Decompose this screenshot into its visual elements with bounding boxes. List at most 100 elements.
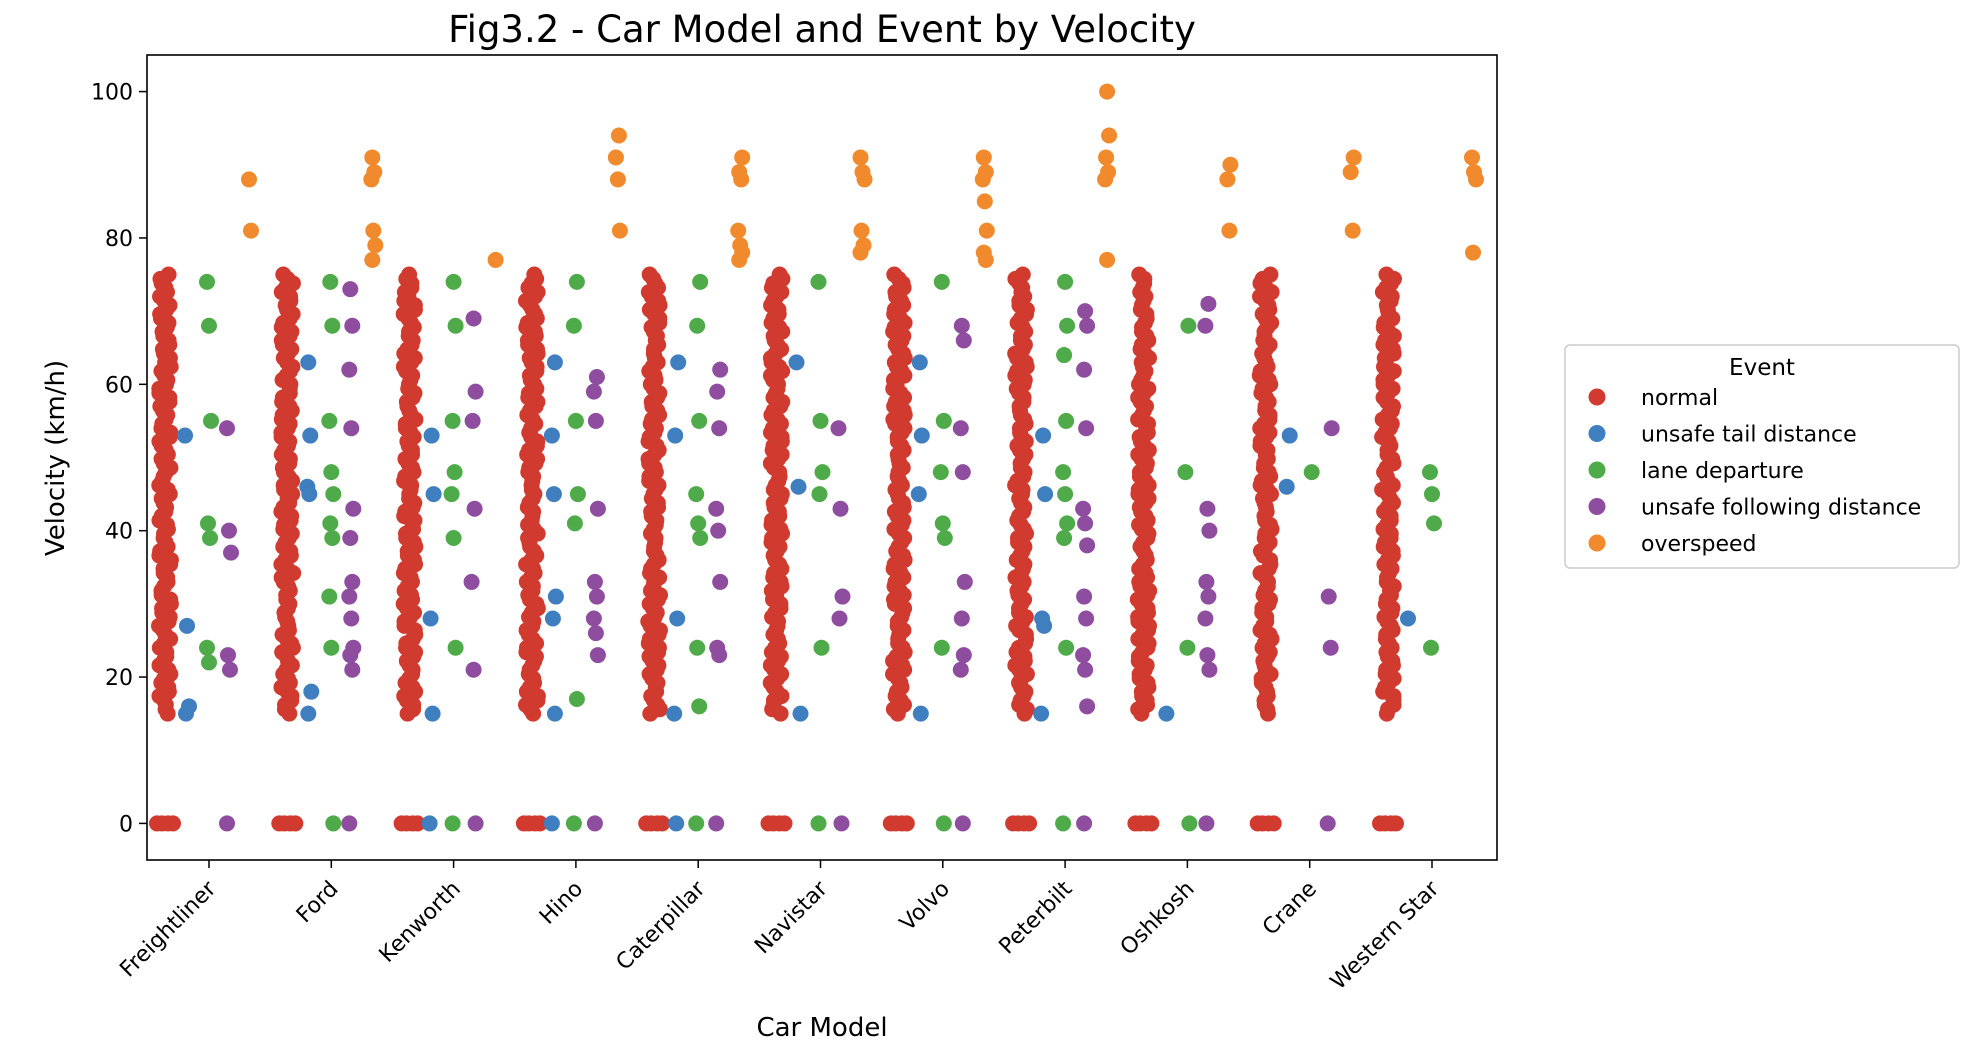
point-unsafe-tail-distance xyxy=(300,354,317,371)
point-overspeed xyxy=(364,251,381,268)
point-unsafe-following-distance xyxy=(221,522,237,539)
point-unsafe-following-distance xyxy=(1199,500,1216,517)
point-lane-departure xyxy=(447,317,464,334)
chart-title: Fig3.2 - Car Model and Event by Velocity xyxy=(448,8,1196,51)
point-unsafe-tail-distance xyxy=(425,486,442,503)
point-overspeed xyxy=(852,149,869,166)
point-lane-departure xyxy=(446,464,463,481)
point-lane-departure xyxy=(689,639,706,656)
point-normal xyxy=(1388,815,1404,832)
point-lane-departure xyxy=(447,639,464,656)
point-unsafe-following-distance xyxy=(1075,500,1092,517)
point-lane-departure xyxy=(932,464,949,481)
y-tick-label: 40 xyxy=(105,520,133,545)
point-unsafe-tail-distance xyxy=(300,705,317,722)
point-lane-departure xyxy=(1057,273,1074,290)
point-unsafe-following-distance xyxy=(1200,295,1217,312)
point-lane-departure xyxy=(1058,639,1075,656)
point-unsafe-following-distance xyxy=(467,383,484,400)
point-unsafe-tail-distance xyxy=(178,705,194,722)
point-overspeed xyxy=(976,193,993,210)
point-lane-departure xyxy=(810,815,827,832)
point-unsafe-tail-distance xyxy=(669,610,686,627)
point-unsafe-tail-distance xyxy=(177,427,193,444)
point-unsafe-following-distance xyxy=(343,420,360,437)
point-lane-departure xyxy=(322,515,339,532)
point-lane-departure xyxy=(566,515,583,532)
point-overspeed xyxy=(977,251,994,268)
point-lane-departure xyxy=(813,639,830,656)
point-unsafe-following-distance xyxy=(1078,420,1095,437)
point-lane-departure xyxy=(688,486,705,503)
point-lane-departure xyxy=(443,486,460,503)
x-tick-label: Ford xyxy=(292,877,344,929)
point-unsafe-following-distance xyxy=(341,815,358,832)
point-lane-departure xyxy=(814,464,831,481)
point-lane-departure xyxy=(933,639,950,656)
point-normal xyxy=(165,815,181,832)
point-overspeed xyxy=(1099,251,1116,268)
y-axis-label: Velocity (km/h) xyxy=(41,360,71,556)
point-overspeed xyxy=(1468,171,1484,188)
legend-marker xyxy=(1588,425,1606,442)
point-overspeed xyxy=(607,149,624,166)
point-overspeed xyxy=(1098,149,1115,166)
point-lane-departure xyxy=(935,412,952,429)
legend-items: normal unsafe tail distance lane departure… xyxy=(1588,386,1921,557)
point-unsafe-following-distance xyxy=(1079,698,1096,715)
point-lane-departure xyxy=(1055,464,1072,481)
point-overspeed xyxy=(1222,156,1239,173)
point-overspeed xyxy=(856,171,873,188)
point-lane-departure xyxy=(692,530,709,546)
point-normal xyxy=(409,815,426,832)
point-lane-departure xyxy=(690,515,707,532)
point-lane-departure xyxy=(936,530,953,546)
point-unsafe-following-distance xyxy=(589,647,606,664)
point-normal xyxy=(1014,266,1031,283)
point-unsafe-tail-distance xyxy=(668,815,685,832)
point-lane-departure xyxy=(691,698,708,715)
point-lane-departure xyxy=(324,317,341,334)
point-overspeed xyxy=(243,222,259,239)
point-normal xyxy=(1143,815,1160,832)
point-normal xyxy=(1262,266,1279,283)
point-unsafe-following-distance xyxy=(223,544,239,561)
point-lane-departure xyxy=(1303,464,1320,481)
legend-marker xyxy=(1588,461,1606,479)
point-unsafe-following-distance xyxy=(464,412,481,429)
point-unsafe-following-distance xyxy=(1076,361,1093,378)
point-normal xyxy=(1265,815,1282,832)
point-overspeed xyxy=(611,222,628,239)
legend-marker xyxy=(1588,388,1606,406)
point-unsafe-tail-distance xyxy=(1037,486,1054,503)
point-unsafe-following-distance xyxy=(341,361,358,378)
point-unsafe-following-distance xyxy=(1197,610,1214,627)
point-overspeed xyxy=(365,222,382,239)
point-lane-departure xyxy=(1426,515,1442,532)
point-lane-departure xyxy=(1180,317,1197,334)
point-lane-departure xyxy=(1179,639,1196,656)
point-unsafe-following-distance xyxy=(954,464,971,481)
point-unsafe-following-distance xyxy=(467,815,484,832)
point-overspeed xyxy=(731,251,748,268)
legend-label: normal xyxy=(1641,386,1718,411)
point-unsafe-following-distance xyxy=(586,573,603,590)
y-tick-label: 60 xyxy=(105,373,133,398)
point-unsafe-following-distance xyxy=(1201,661,1218,678)
point-unsafe-following-distance xyxy=(466,500,483,517)
point-lane-departure xyxy=(1056,530,1073,546)
point-normal xyxy=(776,815,793,832)
point-unsafe-tail-distance xyxy=(1036,617,1053,634)
point-unsafe-tail-distance xyxy=(421,815,438,832)
point-unsafe-following-distance xyxy=(465,661,482,678)
point-unsafe-following-distance xyxy=(589,500,606,517)
x-tick-label: Crane xyxy=(1258,877,1322,941)
point-lane-departure xyxy=(934,515,951,532)
point-unsafe-following-distance xyxy=(833,815,850,832)
point-unsafe-tail-distance xyxy=(1033,705,1050,722)
point-unsafe-following-distance xyxy=(1075,647,1092,664)
legend-title: Event xyxy=(1729,355,1795,381)
point-lane-departure xyxy=(565,815,582,832)
point-normal xyxy=(160,266,177,283)
legend-marker xyxy=(1588,498,1606,515)
